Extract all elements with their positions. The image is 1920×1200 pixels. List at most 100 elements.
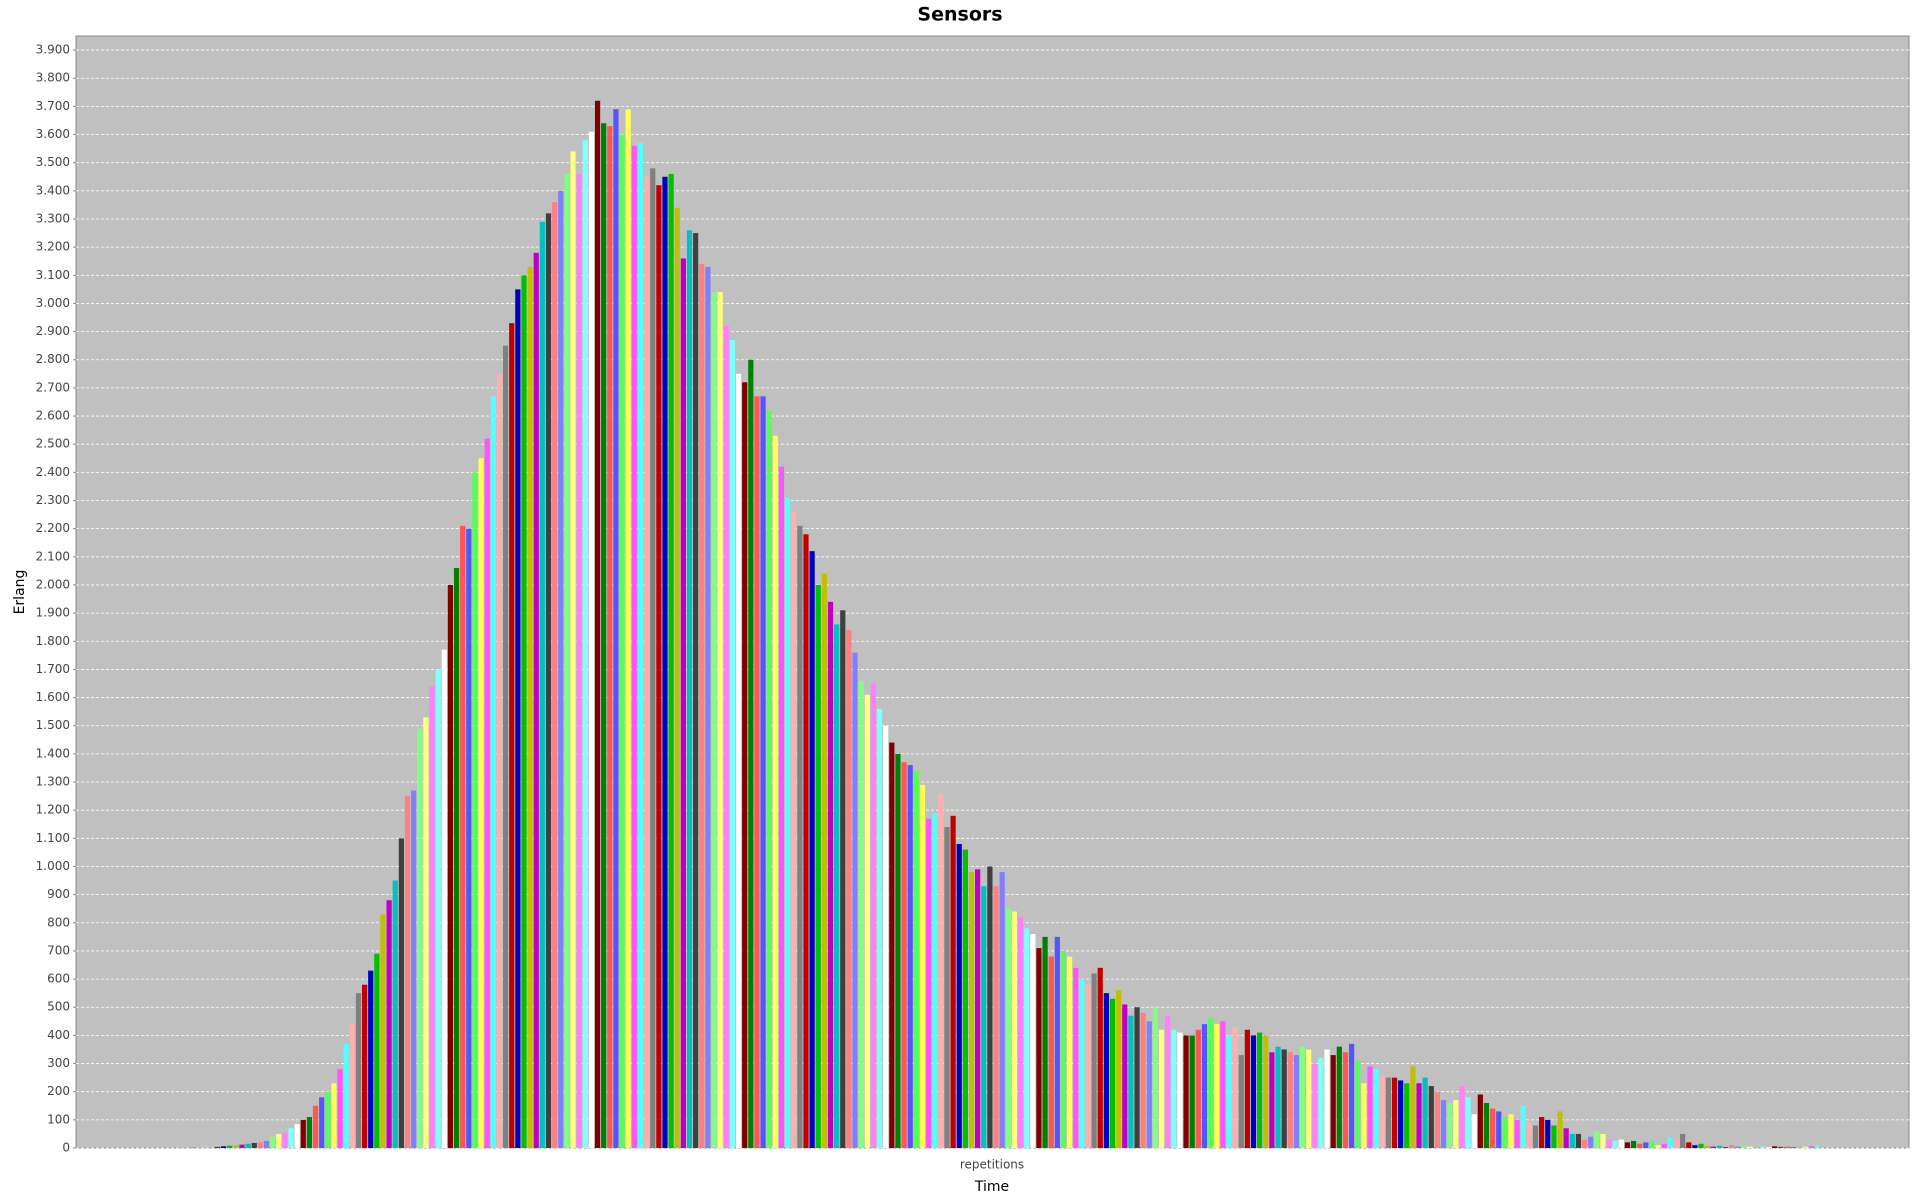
bar [245,1143,251,1148]
bar [637,142,644,1148]
bar [404,796,411,1148]
y-tick-label: 3.400 [36,183,70,197]
bar [1048,956,1054,1148]
bar [533,252,539,1148]
bar [1134,1007,1140,1148]
bar [355,993,362,1148]
bar [907,765,913,1148]
bar [453,568,460,1148]
bar [1747,1146,1753,1148]
bar [748,359,754,1148]
bar [1355,1060,1361,1148]
bar [558,190,564,1148]
bar [723,325,729,1148]
y-tick-label: 700 [47,943,70,957]
bar [1729,1145,1735,1148]
y-tick-label: 3.600 [36,127,70,141]
y-tick-label: 2.300 [36,493,70,507]
bar [840,610,846,1148]
bar [1704,1145,1710,1148]
bar [1244,1029,1250,1148]
bar [1226,1035,1232,1148]
bar [1422,1077,1428,1148]
y-tick-label: 2.200 [36,521,70,535]
bar [1011,911,1018,1148]
bar [987,866,993,1148]
bar [472,472,478,1148]
y-tick-label: 1.500 [36,718,70,732]
bar [711,292,717,1149]
bar [1759,1146,1765,1148]
bar [1741,1145,1747,1148]
bar [693,233,699,1148]
bar [1765,1147,1772,1148]
bar [1122,1004,1128,1148]
bar [1030,934,1036,1148]
bar [925,818,932,1148]
bar [1673,1139,1680,1148]
y-tick-label: 1.800 [36,634,70,648]
y-tick-label: 1.700 [36,662,70,676]
bar [1637,1143,1643,1148]
bar [1545,1119,1551,1148]
bar [441,649,447,1148]
bar [999,872,1005,1148]
bar [1183,1035,1189,1148]
x-axis-label: Time [974,1179,1009,1195]
bar [361,984,368,1148]
bar [319,1097,325,1148]
bar [791,511,797,1148]
bar [312,1105,319,1148]
bar [331,1083,337,1148]
y-tick-label: 600 [47,972,70,986]
bar [239,1144,245,1148]
bar [1569,1133,1575,1148]
bar [1410,1066,1416,1148]
bar [1281,1049,1287,1148]
bar [251,1142,257,1148]
bar [968,872,975,1148]
bar [852,652,858,1148]
bar [1661,1143,1667,1148]
bar [411,790,417,1148]
bar [1612,1140,1618,1148]
bar [607,126,613,1149]
bar [294,1124,300,1148]
bar [1716,1145,1723,1148]
bar [190,1147,196,1148]
bar [1618,1139,1624,1148]
bar [1416,1083,1422,1148]
y-tick-label: 1.300 [36,775,70,789]
bar [496,373,503,1149]
bar [784,497,791,1148]
bar [643,176,650,1148]
y-tick-label: 1.000 [36,859,70,873]
bar [858,680,864,1148]
bar [276,1133,282,1148]
bar [680,258,686,1148]
bar [490,396,496,1148]
bar [1649,1140,1655,1148]
bar [257,1142,263,1148]
bar [1299,1046,1306,1148]
bar [1079,979,1085,1148]
bar [1060,950,1067,1148]
y-tick-label: 2.100 [36,549,70,563]
bar [674,207,680,1149]
bar [1318,1057,1324,1148]
bar [1526,1122,1532,1148]
bar [1735,1146,1741,1148]
bar [1201,1024,1208,1148]
y-tick-label: 0 [62,1141,70,1155]
y-tick-label: 400 [47,1028,70,1042]
bar [1005,908,1011,1148]
bar [889,742,895,1148]
bar [1496,1111,1502,1148]
bar [1692,1145,1698,1148]
bar [766,410,772,1148]
bar [202,1146,208,1148]
bar [1539,1117,1545,1148]
bar [1477,1094,1483,1148]
bar [1367,1066,1373,1148]
